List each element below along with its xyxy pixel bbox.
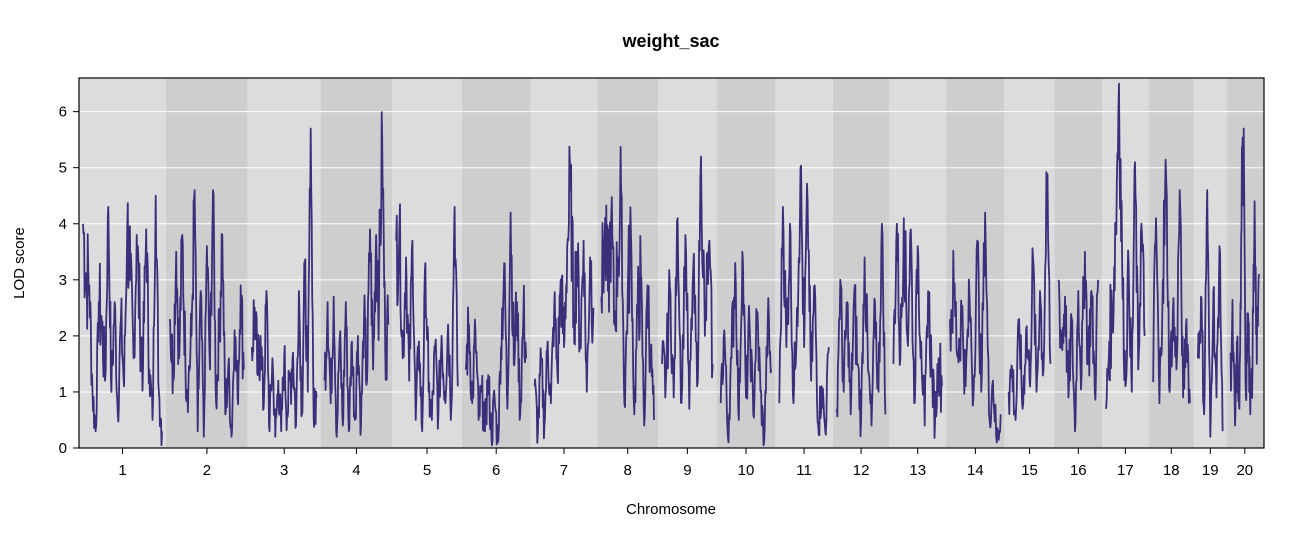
x-tick-label-chr-14: 14	[967, 462, 984, 479]
x-tick-label-chr-12: 12	[853, 462, 870, 479]
y-axis-ticks: 0 1 2 3 4 5 6	[59, 104, 79, 457]
x-tick-label-chr-17: 17	[1117, 462, 1134, 479]
chromosome-band-18	[1148, 78, 1194, 448]
lod-curve-chr-19	[1197, 189, 1224, 438]
x-tick-label-chr-7: 7	[560, 462, 568, 479]
x-tick-label-chr-11: 11	[796, 462, 812, 479]
lod-curve-chr-10	[719, 250, 773, 447]
x-tick-label-chr-4: 4	[352, 462, 360, 479]
x-tick-label-chr-16: 16	[1070, 462, 1087, 479]
lod-curve-chr-9	[661, 155, 714, 410]
x-tick-label-chr-18: 18	[1163, 462, 1180, 479]
chromosome-band-11	[775, 78, 833, 448]
lod-curve-chr-3	[250, 127, 318, 438]
x-tick-label-chr-19: 19	[1202, 462, 1219, 479]
lod-curve-chr-14	[949, 211, 1002, 444]
y-tick-label: 3	[59, 272, 67, 289]
lod-curve-chr-2	[169, 189, 245, 438]
chromosome-band-15	[1004, 78, 1055, 448]
lod-curve-chr-17	[1105, 82, 1146, 409]
lod-curve-chr-5	[395, 203, 459, 433]
chart-title: weight_sac	[621, 31, 719, 51]
lod-curve-chr-1	[82, 194, 163, 447]
y-tick-label: 0	[59, 440, 67, 457]
lod-curve-chr-15	[1007, 171, 1052, 421]
lod-curve-chr-20	[1229, 127, 1260, 427]
x-tick-label-chr-10: 10	[738, 462, 755, 479]
lod-curve-chr-6	[464, 211, 527, 447]
y-tick-label: 2	[59, 328, 67, 345]
x-tick-label-chr-13: 13	[909, 462, 926, 479]
lod-curve-chr-12	[835, 222, 887, 438]
x-tick-label-chr-9: 9	[683, 462, 691, 479]
x-tick-label-chr-20: 20	[1236, 462, 1253, 479]
y-tick-label: 5	[59, 160, 67, 177]
x-tick-label-chr-3: 3	[280, 462, 288, 479]
x-tick-label-chr-1: 1	[118, 462, 126, 479]
lod-curve-chr-7	[533, 145, 595, 444]
x-tick-label-chr-5: 5	[423, 462, 431, 479]
x-tick-label-chr-15: 15	[1021, 462, 1038, 479]
x-tick-label-chr-8: 8	[624, 462, 632, 479]
x-tick-label-chr-2: 2	[203, 462, 211, 479]
chromosome-band-14	[946, 78, 1005, 448]
x-axis-label: Chromosome	[626, 501, 716, 518]
y-axis-label: LOD score	[11, 227, 28, 299]
lod-curve-chr-4	[323, 111, 390, 438]
y-tick-label: 6	[59, 104, 67, 121]
plot-panel-background	[79, 78, 1264, 448]
plot-frame	[78, 77, 1265, 449]
lod-curve-chr-8	[600, 145, 655, 427]
lod-curve-chr-18	[1151, 158, 1191, 405]
x-axis-ticks: 1 2 3 4 5 6 7 8 9 10 11 12 13 14 15 16 17 18 19 20	[118, 448, 1253, 479]
y-tick-label: 4	[59, 216, 67, 233]
x-tick-label-chr-6: 6	[492, 462, 500, 479]
y-tick-label: 1	[59, 384, 67, 401]
lod-curve-chr-16	[1057, 250, 1099, 433]
chromosome-band-17	[1102, 78, 1149, 448]
lod-curve-chr-11	[778, 164, 830, 437]
lod-curves	[82, 82, 1260, 447]
lod-curve-chr-13	[892, 217, 943, 440]
